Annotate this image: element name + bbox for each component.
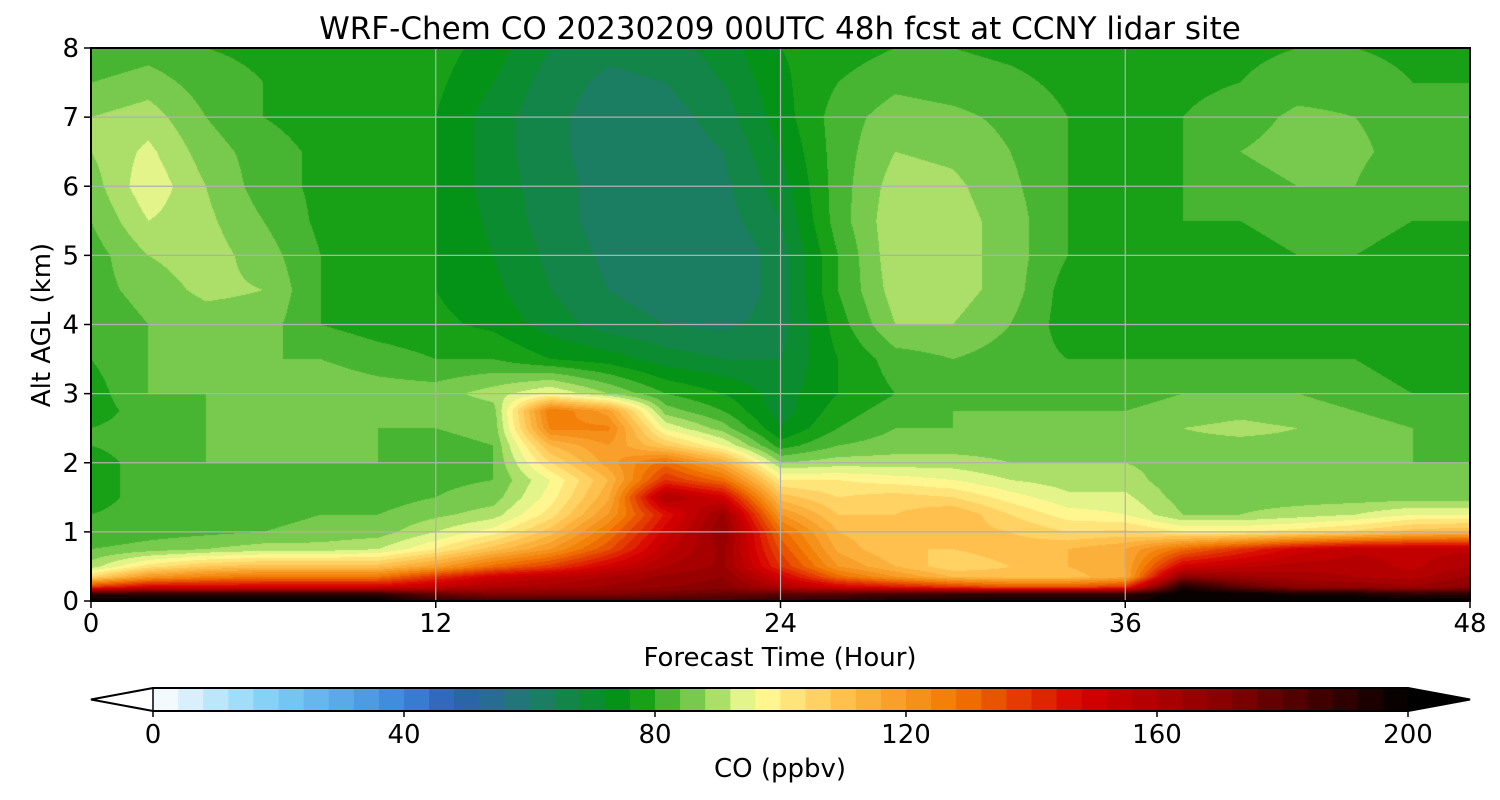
y-axis-label: Alt AGL (km) bbox=[27, 243, 57, 407]
colorbar-segment bbox=[1006, 688, 1033, 711]
x-tick-label: 12 bbox=[419, 609, 452, 639]
x-tick-label: 48 bbox=[1453, 609, 1486, 639]
colorbar-segment bbox=[554, 688, 581, 711]
colorbar-segment bbox=[1307, 688, 1334, 711]
colorbar-segment bbox=[981, 688, 1007, 711]
chart-title: WRF-Chem CO 20230209 00UTC 48h fcst at C… bbox=[319, 11, 1241, 47]
colorbar-segment bbox=[479, 688, 505, 711]
y-tick-label: 7 bbox=[62, 103, 79, 133]
colorbar-segment bbox=[579, 688, 606, 711]
colorbar-segment bbox=[1056, 688, 1083, 711]
colorbar-segment bbox=[1081, 688, 1108, 711]
colorbar-segment bbox=[1332, 688, 1359, 711]
colorbar-segment bbox=[855, 688, 882, 711]
colorbar-segment bbox=[404, 688, 430, 711]
colorbar-extend-low bbox=[90, 687, 154, 712]
colorbar-segment bbox=[906, 688, 932, 711]
y-tick-label: 6 bbox=[62, 172, 79, 202]
colorbar-extend-high bbox=[1407, 687, 1471, 712]
colorbar-segment bbox=[1232, 688, 1258, 711]
colorbar-tick-label: 120 bbox=[881, 720, 931, 750]
colorbar-segment bbox=[1157, 688, 1183, 711]
colorbar-segment bbox=[278, 688, 305, 711]
colorbar-segment bbox=[303, 688, 330, 711]
colorbar-segment bbox=[705, 688, 731, 711]
y-tick-label: 5 bbox=[62, 241, 79, 271]
colorbar-tick-label: 80 bbox=[638, 720, 671, 750]
colorbar-segment bbox=[253, 688, 280, 711]
colorbar-segment bbox=[529, 688, 556, 711]
colorbar-segment bbox=[1282, 688, 1309, 711]
colorbar-segment bbox=[228, 688, 254, 711]
colorbar-segment bbox=[629, 688, 656, 711]
x-tick-label: 24 bbox=[764, 609, 797, 639]
colorbar-segment bbox=[1031, 688, 1058, 711]
colorbar-segment bbox=[203, 688, 229, 711]
colorbar-segment bbox=[830, 688, 857, 711]
y-axis: 0 1 2 3 4 5 6 7 8 bbox=[62, 34, 91, 617]
colorbar-segment bbox=[153, 688, 179, 711]
colorbar-segment bbox=[1106, 688, 1133, 711]
y-tick-label: 8 bbox=[62, 34, 79, 64]
colorbar-tick-label: 40 bbox=[387, 720, 420, 750]
colorbar-segment bbox=[178, 688, 204, 711]
y-tick-label: 2 bbox=[62, 449, 79, 479]
colorbar-segment bbox=[604, 688, 631, 711]
y-tick-label: 1 bbox=[62, 518, 79, 548]
y-tick-label: 3 bbox=[62, 380, 79, 410]
colorbar-segment bbox=[956, 688, 982, 711]
colorbar-segment bbox=[880, 688, 907, 711]
colorbar-ticks: 0 40 80 120 160 200 bbox=[145, 711, 1433, 750]
colorbar-segment bbox=[328, 688, 355, 711]
colorbar-segment bbox=[931, 688, 957, 711]
colorbar-segment bbox=[1182, 688, 1208, 711]
y-tick-label: 0 bbox=[62, 587, 79, 617]
colorbar-segment bbox=[1131, 688, 1158, 711]
x-tick-label: 36 bbox=[1109, 609, 1142, 639]
colorbar-segment bbox=[1357, 688, 1384, 711]
x-tick-label: 0 bbox=[83, 609, 100, 639]
x-axis: 0 12 24 36 48 bbox=[83, 601, 1487, 639]
colorbar-label: CO (ppbv) bbox=[714, 754, 846, 784]
colorbar-segment bbox=[504, 688, 531, 711]
colorbar-segment bbox=[429, 688, 455, 711]
colorbar-segment bbox=[680, 688, 706, 711]
colorbar-segment bbox=[378, 688, 405, 711]
colorbar-tick-label: 160 bbox=[1132, 720, 1182, 750]
colorbar-segment bbox=[655, 688, 681, 711]
colorbar-segment bbox=[805, 688, 832, 711]
colorbar-segment bbox=[1207, 688, 1233, 711]
x-axis-label: Forecast Time (Hour) bbox=[643, 643, 916, 673]
y-tick-label: 4 bbox=[62, 311, 79, 341]
colorbar-segment bbox=[454, 688, 480, 711]
colorbar-segment bbox=[730, 688, 756, 711]
colorbar-tick-label: 0 bbox=[145, 720, 162, 750]
colorbar-segment bbox=[780, 688, 807, 711]
colorbar-tick-label: 200 bbox=[1383, 720, 1433, 750]
colorbar-segment bbox=[1382, 688, 1409, 711]
colorbar-segment bbox=[353, 688, 380, 711]
colorbar bbox=[90, 687, 1471, 712]
colorbar-segment bbox=[1257, 688, 1284, 711]
colorbar-segment bbox=[755, 688, 782, 711]
